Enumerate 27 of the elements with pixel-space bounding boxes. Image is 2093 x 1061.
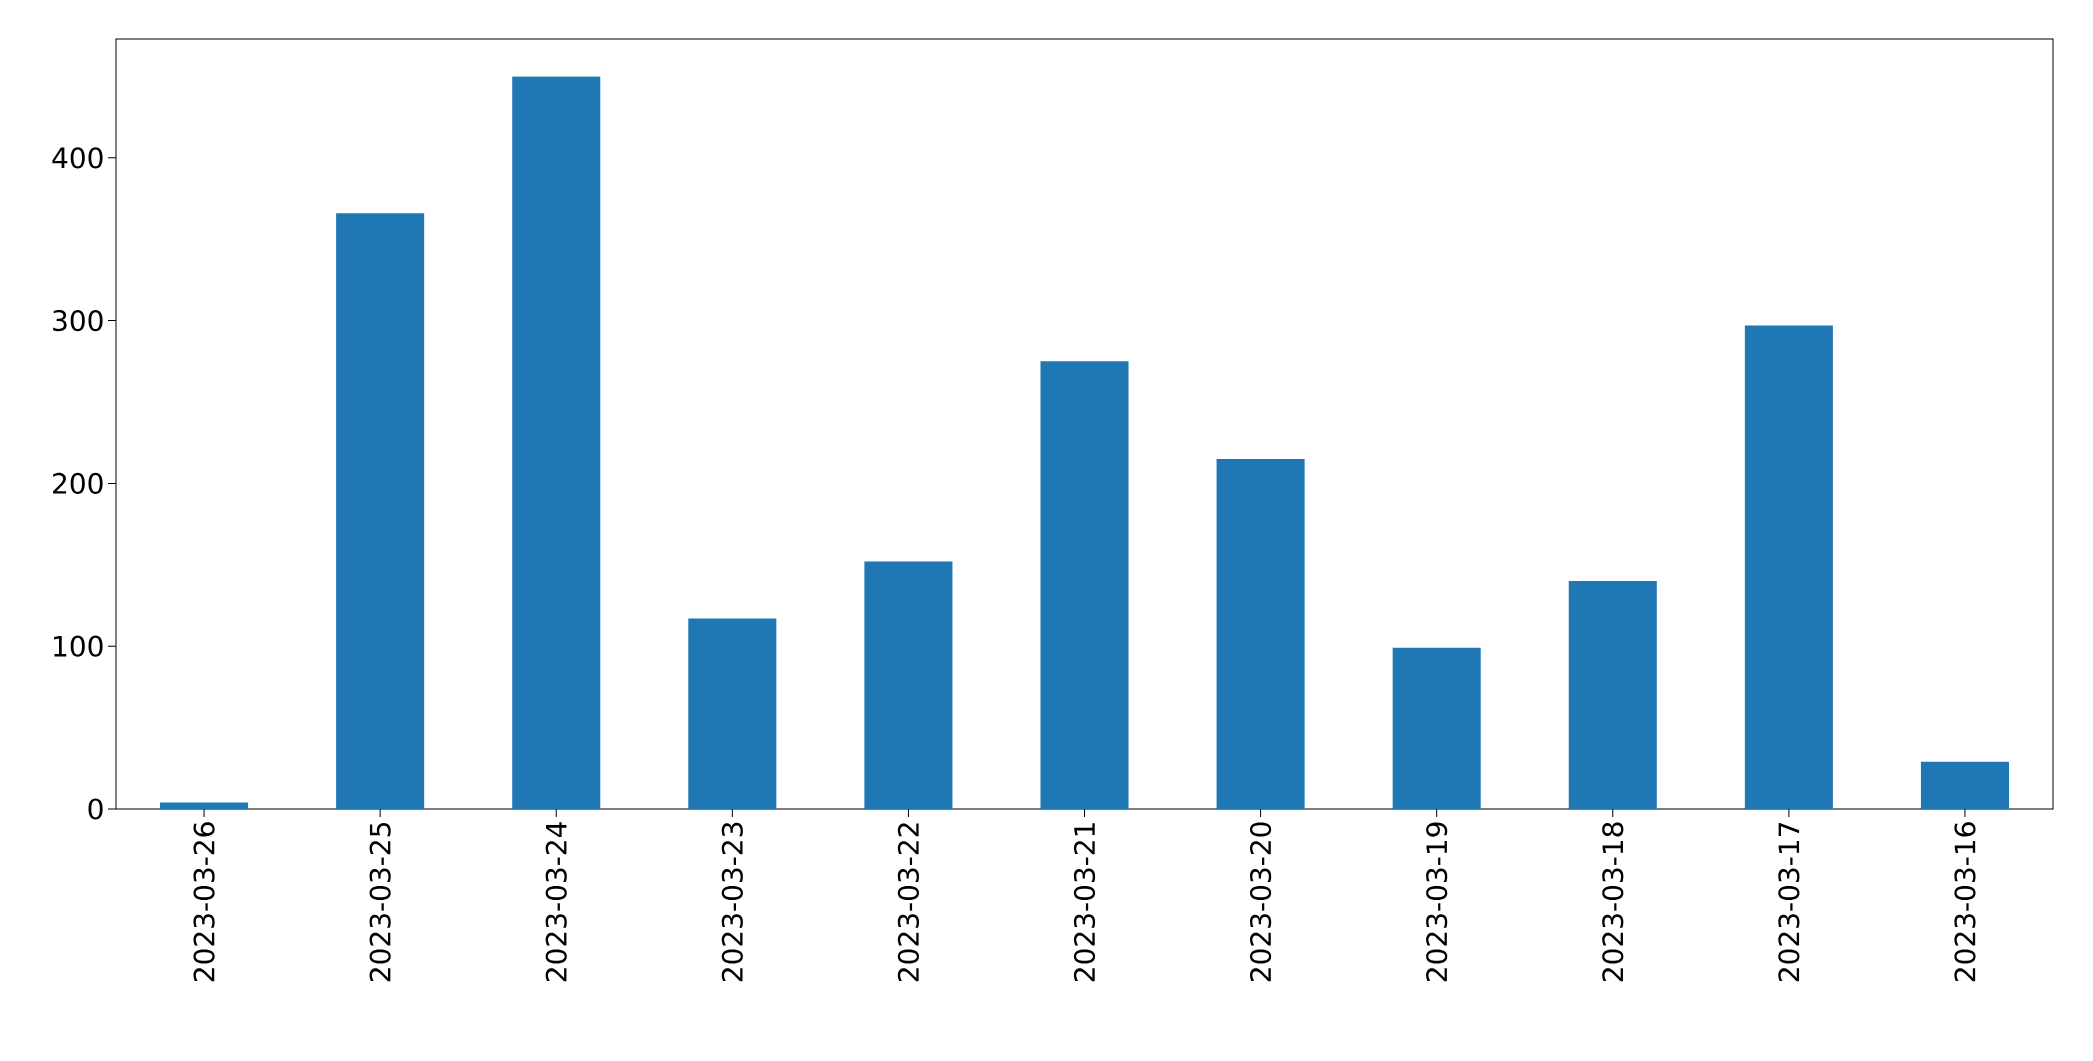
x-tick-label: 2023-03-16 [1954, 822, 1976, 982]
bar [336, 213, 425, 809]
x-tick-label: 2023-03-20 [1250, 822, 1272, 982]
x-tick-label: 2023-03-19 [1426, 822, 1448, 982]
y-tick-label: 200 [53, 472, 103, 494]
bar [160, 802, 249, 809]
bar [512, 76, 601, 809]
y-tick-label: 400 [52, 147, 103, 169]
x-tick-label: 2023-03-24 [545, 822, 567, 982]
x-tick-label: 2023-03-25 [369, 823, 391, 982]
y-tick-label: 300 [53, 310, 103, 332]
bar [1744, 325, 1833, 809]
bar [1920, 761, 2009, 809]
bar [1392, 647, 1481, 809]
x-tick-label: 2023-03-22 [897, 823, 919, 982]
bar [1040, 361, 1129, 809]
bar [864, 561, 953, 809]
x-tick-label: 2023-03-21 [1073, 823, 1096, 982]
x-tick-label: 2023-03-26 [193, 822, 215, 982]
bar [1216, 458, 1305, 809]
x-tick-label: 2023-03-17 [1778, 822, 1800, 982]
bar [1568, 581, 1657, 809]
x-tick-label: 2023-03-18 [1602, 822, 1624, 982]
y-tick-label: 100 [54, 635, 103, 657]
x-tick-label: 2023-03-23 [721, 822, 743, 982]
y-tick-label: 0 [88, 798, 103, 820]
bar [688, 618, 777, 809]
